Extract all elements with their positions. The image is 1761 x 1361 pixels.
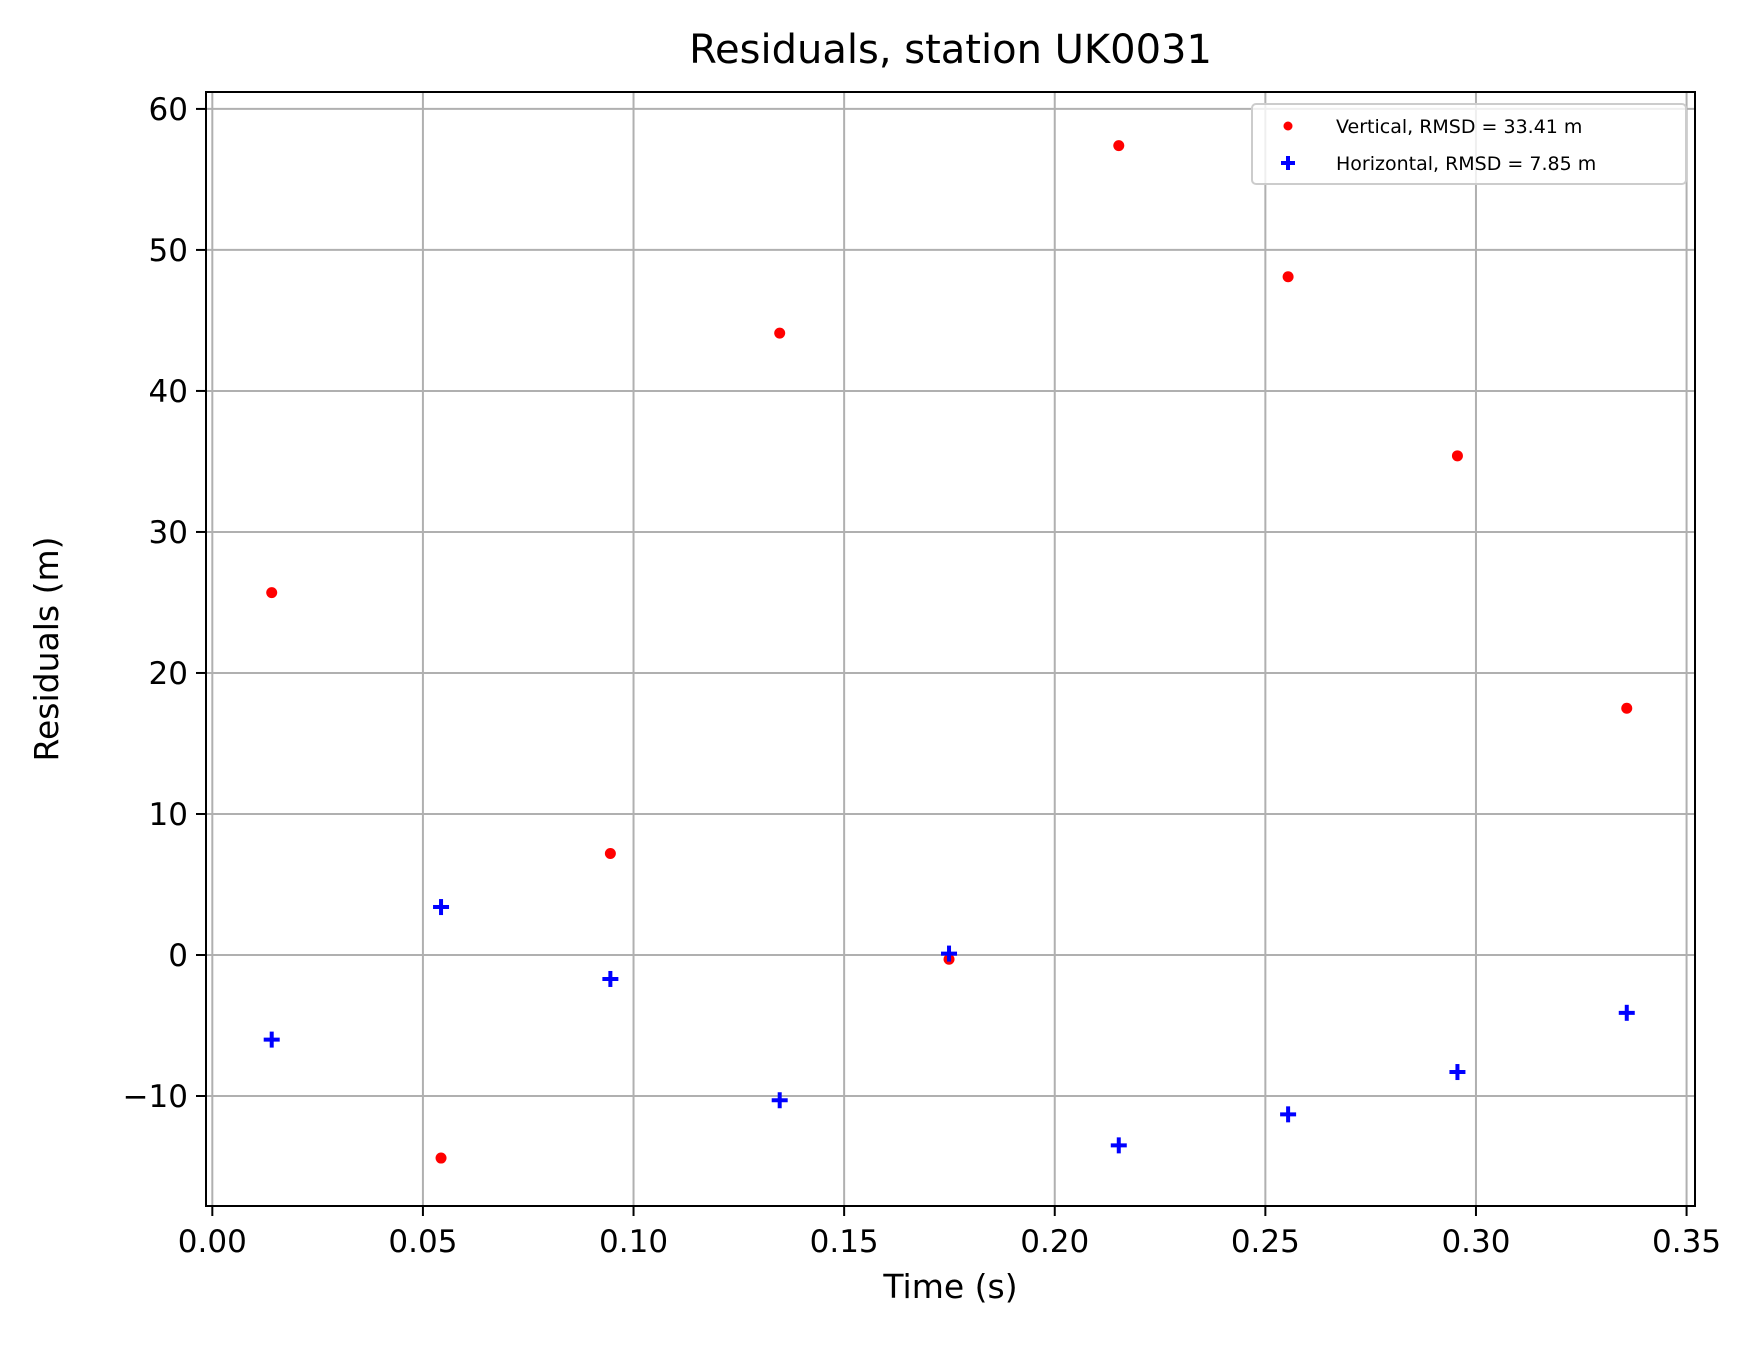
vertical-point	[1113, 140, 1125, 152]
x-tick-label: 0.35	[1652, 1224, 1721, 1260]
horizontal-point	[263, 1031, 280, 1048]
chart-title: Residuals, station UK0031	[689, 27, 1212, 73]
vertical-point	[1282, 271, 1294, 283]
vertical-point	[1621, 702, 1633, 714]
legend-label-vertical: Vertical, RMSD = 33.41 m	[1336, 116, 1582, 138]
y-tick-label: 40	[149, 374, 188, 410]
x-tick-label: 0.00	[178, 1224, 247, 1260]
legend-box	[1251, 103, 1687, 185]
horizontal-point	[1110, 1137, 1127, 1154]
vertical-point	[604, 847, 616, 859]
horizontal-point	[771, 1092, 788, 1109]
y-tick-label: 0	[168, 938, 188, 974]
legend-label-horizontal: Horizontal, RMSD = 7.85 m	[1336, 153, 1596, 175]
x-tick-label: 0.15	[810, 1224, 879, 1260]
y-tick-label: 10	[149, 797, 188, 833]
horizontal-point	[602, 970, 619, 987]
horizontal-point	[433, 899, 450, 916]
x-tick-label: 0.25	[1231, 1224, 1300, 1260]
y-axis-title: Residuals (m)	[27, 537, 66, 762]
horizontal-point	[1280, 1106, 1297, 1123]
plot-frame	[205, 91, 1696, 1207]
x-axis-title: Time (s)	[882, 1267, 1017, 1306]
x-tick-label: 0.10	[599, 1224, 668, 1260]
legend-vertical-marker	[1283, 121, 1293, 131]
x-tick-label: 0.30	[1441, 1224, 1510, 1260]
x-tick-label: 0.20	[1020, 1224, 1089, 1260]
horizontal-point	[941, 945, 958, 962]
legend-horizontal-marker	[1281, 156, 1295, 170]
y-tick-label: 20	[149, 656, 188, 692]
vertical-point	[1451, 450, 1463, 462]
horizontal-point	[1618, 1004, 1635, 1021]
axis-ticks: 0.00 0.05 0.10 0.15 0.20 0.25 0.30 0.35 −10 0 10 20…	[123, 92, 1722, 1260]
plot-marks	[263, 140, 1635, 1164]
vertical-point	[435, 1152, 447, 1164]
horizontal-point	[1449, 1064, 1466, 1081]
vertical-point	[774, 327, 786, 339]
legend: Vertical, RMSD = 33.41 m Horizontal, RMS…	[1251, 103, 1687, 185]
grid	[206, 92, 1695, 1206]
y-tick-label: 30	[149, 515, 188, 551]
y-tick-label: 50	[149, 233, 188, 269]
vertical-point	[266, 587, 278, 599]
y-tick-label: −10	[123, 1079, 188, 1115]
y-tick-label: 60	[149, 92, 188, 128]
x-tick-label: 0.05	[388, 1224, 457, 1260]
